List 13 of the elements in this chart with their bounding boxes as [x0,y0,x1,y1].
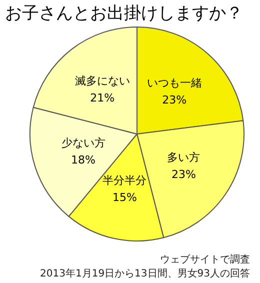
data-label: 15% [112,191,137,204]
slice-label: 多い方 [167,150,200,164]
chart-title: お子さんとお出掛けしますか？ [5,4,243,24]
text: 2013年1月19日から13日間、男女93人の回答 [40,268,250,280]
slice-label: 滅多にない [74,74,130,88]
data-label: 21% [90,91,115,104]
slice-label: 半分半分 [102,174,147,188]
data-label: 23% [172,168,196,181]
slice-label: 少ない方 [61,136,106,150]
text: ウェブサイトで調査 [160,254,250,266]
data-label: 23% [162,94,187,107]
data-label: 18% [71,153,96,166]
slice-label: いつも一緒 [146,76,202,90]
